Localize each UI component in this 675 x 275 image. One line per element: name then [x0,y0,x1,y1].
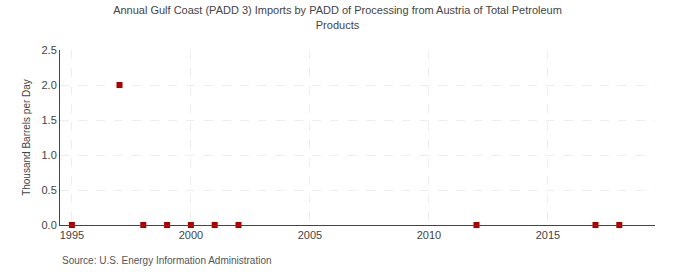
svg-text:2010: 2010 [417,229,441,241]
svg-text:2015: 2015 [536,229,560,241]
svg-text:1995: 1995 [60,229,84,241]
svg-text:2000: 2000 [179,229,203,241]
svg-text:2005: 2005 [298,229,322,241]
svg-text:1.5: 1.5 [42,114,57,126]
svg-text:2.0: 2.0 [42,79,57,91]
svg-text:2.5: 2.5 [42,44,57,56]
svg-text:Thousand Barrels per Day: Thousand Barrels per Day [21,79,32,196]
svg-text:Annual Gulf Coast (PADD 3) Imp: Annual Gulf Coast (PADD 3) Imports by PA… [113,4,562,30]
svg-text:1.0: 1.0 [42,149,57,161]
svg-text:0.0: 0.0 [42,219,57,231]
svg-text:Source: U.S. Energy Informatio: Source: U.S. Energy Information Administ… [62,255,272,266]
svg-text:0.5: 0.5 [42,184,57,196]
